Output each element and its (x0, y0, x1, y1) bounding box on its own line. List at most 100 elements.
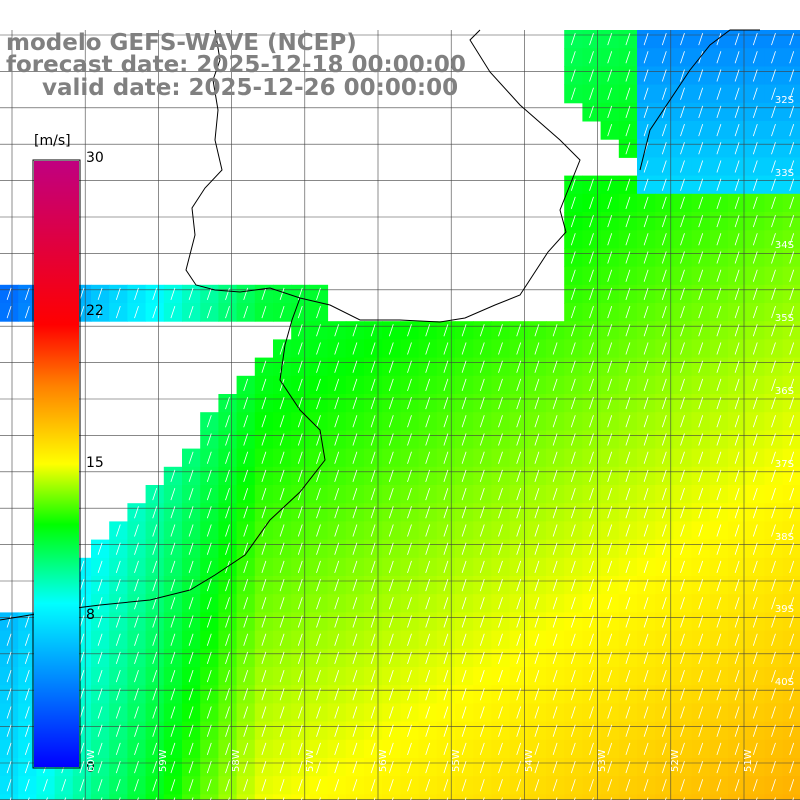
wind-arrow (680, 305, 685, 319)
wind-arrow (607, 269, 613, 282)
wind-arrow (752, 633, 758, 646)
wind-arrow (552, 688, 558, 701)
wind-arrow (643, 633, 649, 646)
wind-arrow (734, 342, 740, 355)
wind-arrow (680, 669, 685, 683)
wind-arrow (589, 196, 594, 210)
wind-arrow (261, 688, 267, 701)
wind-arrow (643, 415, 649, 428)
wind-arrow (461, 542, 467, 555)
wind-arrow (570, 487, 576, 501)
wind-arrow (170, 487, 176, 501)
wind-arrow (352, 688, 358, 701)
wind-arrow (498, 633, 503, 646)
wind-arrow (625, 415, 631, 428)
wind-arrow (752, 305, 758, 319)
wind-arrow (771, 233, 776, 246)
wind-arrow (643, 287, 649, 301)
wind-arrow (552, 760, 558, 774)
wind-arrow (225, 633, 230, 646)
wind-arrow (279, 469, 285, 483)
wind-arrow (643, 506, 649, 519)
wind-arrow (661, 69, 667, 82)
wind-arrow (607, 396, 613, 410)
colorbar-tick-22: 22 (86, 303, 104, 319)
wind-arrow (388, 396, 394, 410)
wind-arrow (152, 669, 158, 683)
wind-arrow (570, 396, 576, 410)
wind-arrow (261, 378, 267, 392)
wind-arrow (789, 487, 795, 501)
lon-label-52w: 52W (670, 749, 681, 772)
wind-arrow (698, 542, 704, 555)
wind-arrow (625, 87, 631, 100)
wind-arrow (134, 305, 139, 319)
wind-arrow (388, 433, 394, 446)
wind-arrow (352, 506, 358, 519)
wind-arrow (370, 524, 376, 537)
wind-arrow (243, 524, 249, 537)
wind-arrow (625, 469, 631, 483)
wind-arrow (316, 415, 321, 428)
wind-arrow (789, 87, 795, 100)
wind-arrow (789, 742, 795, 756)
coastline (0, 29, 760, 621)
wind-arrow (261, 633, 267, 646)
wind-arrow (680, 542, 685, 555)
wind-arrow (97, 669, 103, 683)
wind-arrow (534, 396, 540, 410)
wind-arrow (771, 469, 776, 483)
wind-arrow (570, 214, 576, 228)
wind-arrow (734, 724, 740, 737)
wind-arrow (716, 51, 722, 64)
wind-arrow (643, 742, 649, 756)
wind-arrow (225, 287, 230, 301)
wind-arrow (534, 378, 540, 392)
wind-arrow (516, 433, 522, 446)
wind-arrow (407, 451, 412, 464)
wind-arrow (734, 597, 740, 610)
wind-arrow (498, 396, 503, 410)
wind-arrow (607, 32, 613, 46)
wind-arrow (516, 342, 522, 355)
wind-arrow (206, 760, 212, 774)
wind-arrow (625, 506, 631, 519)
wind-arrow (789, 160, 795, 173)
wind-arrow (461, 779, 467, 792)
wind-arrow (534, 779, 540, 792)
wind-arrow (680, 287, 685, 301)
wind-arrow (534, 487, 540, 501)
colorbar (32, 159, 81, 769)
wind-arrow (134, 669, 139, 683)
wind-arrow (407, 615, 412, 628)
wind-arrow (643, 251, 649, 264)
wind-arrow (6, 706, 12, 719)
wind-arrow (115, 615, 121, 628)
wind-arrow (643, 378, 649, 392)
wind-arrow (115, 651, 121, 665)
wind-arrow (607, 506, 613, 519)
wind-arrow (352, 779, 358, 792)
wind-arrow (752, 415, 758, 428)
wind-arrow (388, 688, 394, 701)
wind-arrow (479, 542, 485, 555)
wind-arrow (680, 779, 685, 792)
wind-arrow (425, 688, 431, 701)
wind-arrow (771, 724, 776, 737)
wind-arrow (170, 578, 176, 592)
wind-arrow (698, 669, 704, 683)
wind-arrow (789, 433, 795, 446)
wind-arrow (789, 305, 795, 319)
wind-arrow (206, 597, 212, 610)
wind-arrow (607, 196, 613, 210)
wind-arrow (261, 287, 267, 301)
wind-arrow (297, 433, 303, 446)
wind-arrow (297, 324, 303, 337)
wind-arrow (261, 542, 267, 555)
wind-arrow (716, 142, 722, 155)
wind-arrow (461, 469, 467, 483)
wind-arrow (516, 506, 522, 519)
wind-arrow (370, 433, 376, 446)
wind-arrow (225, 487, 230, 501)
wind-arrow (570, 251, 576, 264)
